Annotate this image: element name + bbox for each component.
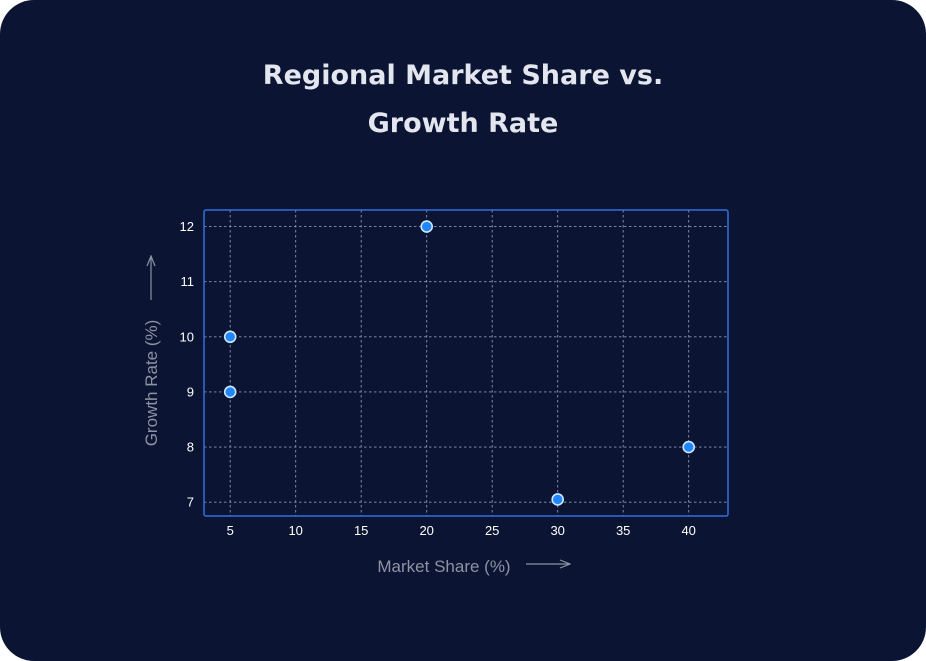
x-tick-label: 10: [288, 523, 302, 538]
grid-lines: [204, 210, 728, 516]
y-tick-label: 12: [180, 219, 194, 234]
chart-title-line-2: Growth Rate: [367, 108, 559, 139]
x-tick-label: 5: [227, 523, 234, 538]
chart-title-line-1: Regional Market Share vs.: [262, 60, 664, 91]
data-points: [223, 220, 696, 506]
x-tick-label: 35: [616, 523, 630, 538]
scatter-point: [682, 440, 696, 454]
x-tick-label: 20: [419, 523, 433, 538]
x-tick-label: 25: [485, 523, 499, 538]
y-tick-label: 10: [180, 329, 194, 344]
scatter-point: [551, 493, 565, 506]
x-tick-label: 30: [550, 523, 564, 538]
scatter-point: [223, 330, 237, 344]
y-tick-label: 9: [187, 384, 194, 399]
y-axis-ticks: 7 8 9 10 11 12: [180, 219, 194, 510]
y-tick-label: 8: [187, 440, 194, 455]
y-tick-label: 11: [181, 274, 195, 289]
x-tick-label: 40: [681, 523, 695, 538]
x-axis-title: Market Share (%): [377, 557, 510, 576]
scatter-point: [420, 220, 434, 233]
y-axis-title: Growth Rate (%): [142, 320, 161, 447]
x-axis-ticks: 5 10 15 20 25 30 35 40: [227, 523, 696, 538]
x-tick-label: 15: [354, 523, 368, 538]
chart-title: Regional Market Share vs. Growth Rate: [0, 52, 926, 148]
y-tick-label: 7: [187, 495, 194, 510]
plot-area-border: [203, 209, 729, 517]
scatter-point: [223, 385, 237, 399]
